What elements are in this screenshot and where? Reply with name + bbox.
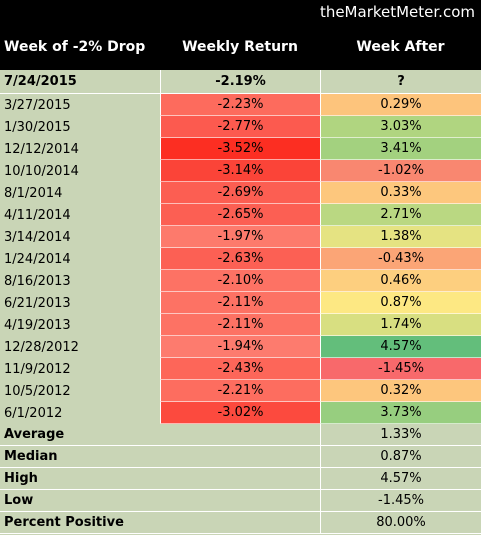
summary-value: 0.87%	[320, 446, 481, 467]
return-cell: -2.11%	[160, 314, 320, 336]
summary-value: 4.57%	[320, 468, 481, 489]
return-cell: -2.19%	[160, 70, 320, 93]
summary-value: 1.33%	[320, 424, 481, 445]
after-cell: 0.32%	[320, 380, 481, 402]
summary-row: High 4.57%	[0, 468, 481, 490]
data-row: 12/12/2014 -3.52% 3.41%	[0, 138, 481, 160]
summary-spacer	[160, 424, 320, 445]
data-row: 6/21/2013 -2.11% 0.87%	[0, 292, 481, 314]
after-cell: 3.03%	[320, 116, 481, 138]
after-cell: 0.29%	[320, 94, 481, 116]
after-cell: ?	[320, 70, 481, 93]
data-row: 8/1/2014 -2.69% 0.33%	[0, 182, 481, 204]
return-cell: -2.10%	[160, 270, 320, 292]
return-cell: -1.94%	[160, 336, 320, 358]
column-header: Week After	[356, 39, 445, 55]
return-cell: -2.21%	[160, 380, 320, 402]
after-cell: -1.02%	[320, 160, 481, 182]
data-row: 4/11/2014 -2.65% 2.71%	[0, 204, 481, 226]
summary-row: Percent Positive 80.00%	[0, 512, 481, 534]
data-row: 1/30/2015 -2.77% 3.03%	[0, 116, 481, 138]
after-cell: -1.45%	[320, 358, 481, 380]
summary-row: Median 0.87%	[0, 446, 481, 468]
date-cell: 8/1/2014	[4, 185, 63, 201]
data-row: 11/9/2012 -2.43% -1.45%	[0, 358, 481, 380]
summary-value: 80.00%	[320, 512, 481, 533]
data-row: 6/1/2012 -3.02% 3.73%	[0, 402, 481, 424]
date-cell: 3/14/2014	[4, 229, 71, 245]
date-cell: 4/11/2014	[4, 207, 71, 223]
data-row: 3/14/2014 -1.97% 1.38%	[0, 226, 481, 248]
date-cell: 12/12/2014	[4, 141, 79, 157]
data-row: 12/28/2012 -1.94% 4.57%	[0, 336, 481, 358]
data-row: 8/16/2013 -2.10% 0.46%	[0, 270, 481, 292]
summary-spacer	[160, 468, 320, 489]
date-cell: 8/16/2013	[4, 273, 71, 289]
summary-spacer	[160, 490, 320, 511]
return-cell: -2.43%	[160, 358, 320, 380]
date-cell: 10/10/2014	[4, 163, 79, 179]
data-row: 10/10/2014 -3.14% -1.02%	[0, 160, 481, 182]
column-header: Week of -2% Drop	[4, 39, 146, 55]
data-row: 1/24/2014 -2.63% -0.43%	[0, 248, 481, 270]
return-cell: -3.14%	[160, 160, 320, 182]
date-cell: 1/30/2015	[4, 119, 71, 135]
summary-value: -1.45%	[320, 490, 481, 511]
summary-label: Low	[4, 493, 34, 508]
table-body: 3/27/2015 -2.23% 0.29% 1/30/2015 -2.77% 3.03%…	[0, 94, 481, 534]
site-banner: theMarketMeter.com	[0, 0, 481, 24]
summary-row: Average 1.33%	[0, 424, 481, 446]
return-cell: -2.77%	[160, 116, 320, 138]
data-row: 10/5/2012 -2.21% 0.32%	[0, 380, 481, 402]
date-cell: 6/21/2013	[4, 295, 71, 311]
return-cell: -3.02%	[160, 402, 320, 424]
summary-spacer	[160, 512, 320, 533]
return-cell: -2.63%	[160, 248, 320, 270]
return-cell: -2.11%	[160, 292, 320, 314]
summary-spacer	[160, 446, 320, 467]
summary-label: Percent Positive	[4, 515, 124, 530]
date-cell: 3/27/2015	[4, 97, 71, 113]
return-cell: -2.23%	[160, 94, 320, 116]
after-cell: 0.87%	[320, 292, 481, 314]
current-row: 7/24/2015 -2.19% ?	[0, 70, 481, 94]
date-cell: 12/28/2012	[4, 339, 79, 355]
date-cell: 7/24/2015	[4, 74, 77, 89]
data-row: 3/27/2015 -2.23% 0.29%	[0, 94, 481, 116]
return-cell: -1.97%	[160, 226, 320, 248]
date-cell: 11/9/2012	[4, 361, 71, 377]
after-cell: -0.43%	[320, 248, 481, 270]
date-cell: 4/19/2013	[4, 317, 71, 333]
after-cell: 1.38%	[320, 226, 481, 248]
return-cell: -3.52%	[160, 138, 320, 160]
after-cell: 0.46%	[320, 270, 481, 292]
date-cell: 1/24/2014	[4, 251, 71, 267]
summary-label: Average	[4, 427, 65, 442]
data-row: 4/19/2013 -2.11% 1.74%	[0, 314, 481, 336]
after-cell: 4.57%	[320, 336, 481, 358]
after-cell: 3.73%	[320, 402, 481, 424]
after-cell: 3.41%	[320, 138, 481, 160]
date-cell: 6/1/2012	[4, 405, 63, 421]
summary-label: Median	[4, 449, 58, 464]
date-cell: 10/5/2012	[4, 383, 71, 399]
header-row: Week of -2% Drop Weekly Return Week Afte…	[0, 24, 481, 70]
after-cell: 2.71%	[320, 204, 481, 226]
return-cell: -2.65%	[160, 204, 320, 226]
summary-label: High	[4, 471, 38, 486]
return-cell: -2.69%	[160, 182, 320, 204]
column-header: Weekly Return	[182, 39, 298, 55]
summary-row: Low -1.45%	[0, 490, 481, 512]
after-cell: 0.33%	[320, 182, 481, 204]
after-cell: 1.74%	[320, 314, 481, 336]
